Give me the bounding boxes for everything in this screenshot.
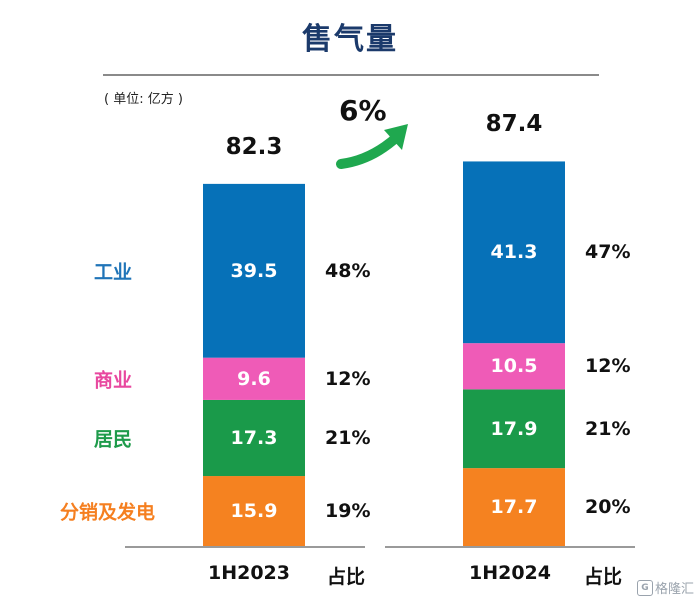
- growth-arrow-shaft: [336, 131, 403, 169]
- bar-residential-1h2023: [203, 399, 305, 477]
- bar-commercial-1h2023: [203, 357, 305, 400]
- category-label-commercial: 商业: [94, 369, 133, 392]
- chart-title: 售气量: [302, 22, 398, 57]
- share-label-residential-1h2024: 21%: [585, 417, 631, 440]
- value-label-residential-1h2024: 17.9: [490, 417, 538, 440]
- growth-arrow-icon: [384, 124, 408, 150]
- x-tick-label-1h2023: 1H2023: [208, 562, 291, 584]
- share-label-distribution-1h2023: 19%: [325, 500, 371, 523]
- share-label-commercial-1h2023: 12%: [325, 367, 371, 390]
- value-label-commercial-1h2024: 10.5: [490, 355, 538, 378]
- category-label-residential: 居民: [94, 428, 133, 451]
- category-label-industrial: 工业: [94, 261, 133, 284]
- value-label-residential-1h2023: 17.3: [230, 426, 278, 449]
- share-column-label-2: 占比: [584, 566, 623, 588]
- share-label-commercial-1h2024: 12%: [585, 355, 631, 378]
- value-label-distribution-1h2023: 15.9: [230, 500, 278, 523]
- bar-industrial-1h2024: [463, 161, 565, 344]
- watermark: G 格隆汇: [637, 578, 694, 597]
- growth-label: 6%: [339, 94, 387, 127]
- value-label-commercial-1h2023: 9.6: [237, 367, 271, 390]
- share-column-label-1: 占比: [327, 566, 366, 588]
- share-label-distribution-1h2024: 20%: [585, 496, 631, 519]
- share-label-industrial-1h2024: 47%: [585, 241, 631, 264]
- x-tick-label-1h2024: 1H2024: [469, 562, 552, 584]
- axis-baseline-right: [385, 546, 635, 548]
- axis-baseline-left: [125, 546, 365, 548]
- value-label-industrial-1h2023: 39.5: [230, 259, 278, 282]
- category-label-distribution: 分销及发电: [60, 501, 156, 524]
- bar-distribution-1h2024: [463, 468, 565, 546]
- bar-industrial-1h2023: [203, 183, 305, 358]
- value-label-distribution-1h2024: 17.7: [490, 496, 538, 519]
- total-label-1h2024: 87.4: [485, 111, 543, 138]
- title-divider: [103, 74, 599, 76]
- share-label-residential-1h2023: 21%: [325, 426, 371, 449]
- bar-commercial-1h2024: [463, 343, 565, 390]
- value-label-industrial-1h2024: 41.3: [490, 241, 538, 264]
- bar-distribution-1h2023: [203, 476, 305, 546]
- watermark-logo-icon: G: [637, 579, 653, 596]
- bar-residential-1h2024: [463, 389, 565, 469]
- watermark-text: 格隆汇: [655, 582, 695, 597]
- share-label-industrial-1h2023: 48%: [325, 259, 371, 282]
- unit-label: ( 单位: 亿方 ): [104, 92, 183, 107]
- total-label-1h2023: 82.3: [225, 133, 283, 160]
